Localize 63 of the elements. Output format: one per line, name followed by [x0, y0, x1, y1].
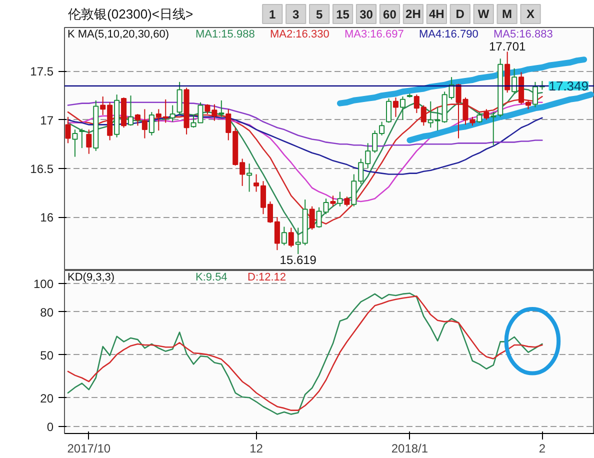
- candlestick: [484, 108, 490, 120]
- candlestick: [512, 68, 518, 94]
- text: MA5:16.883: [494, 28, 553, 40]
- text: 2H: [406, 7, 421, 21]
- candlestick: [246, 163, 252, 192]
- candlestick: [86, 129, 92, 154]
- candlestick: [170, 104, 176, 122]
- candlestick: [148, 112, 154, 136]
- candlestick: [400, 96, 406, 120]
- x-tick-label: 2: [538, 442, 546, 456]
- candlestick: [490, 112, 496, 146]
- candlestick: [65, 116, 71, 144]
- text: MA1:15.988: [196, 28, 255, 40]
- text: 3: [292, 8, 300, 22]
- candlestick: [392, 96, 399, 118]
- candlestick: [281, 226, 287, 246]
- text: K:9.54: [196, 271, 228, 284]
- text: D: [456, 7, 465, 21]
- text: MA2:16.330: [270, 28, 330, 40]
- text: 15: [336, 8, 350, 22]
- x-tick-label: 2018/1: [391, 442, 428, 456]
- candlestick: [476, 112, 482, 124]
- candlestick: [142, 108, 148, 139]
- text: MA4:16.790: [419, 28, 478, 40]
- candlestick: [386, 98, 392, 124]
- text: D:12.12: [248, 271, 286, 284]
- y-tick-label: 17: [40, 113, 54, 128]
- chart-title: 伦敦银(02300)<日线>: [68, 6, 194, 22]
- y-tick-label: 50: [40, 348, 54, 362]
- candlestick: [79, 128, 85, 149]
- candlestick: [288, 227, 294, 248]
- candlestick: [337, 191, 343, 207]
- candlestick: [330, 195, 336, 207]
- text: M: [502, 7, 512, 21]
- y-tick-label: 16: [40, 210, 54, 225]
- text: MA3:16.697: [344, 28, 404, 40]
- y-tick-label: 100: [33, 276, 54, 291]
- text: 1: [269, 8, 276, 22]
- y-tick-label: 17.5: [30, 64, 54, 79]
- candlestick: [176, 81, 182, 115]
- candlestick: [309, 206, 315, 230]
- y-tick-label: 0: [46, 420, 54, 434]
- x-tick-label: 2017/10: [67, 442, 111, 456]
- text: X: [526, 7, 535, 21]
- annotation: K MA(5,10,20,30,60): [68, 28, 170, 40]
- text: W: [478, 7, 490, 21]
- text: 60: [383, 8, 397, 22]
- text: 30: [360, 8, 374, 22]
- annotation: 17.701: [488, 40, 526, 54]
- candlestick: [72, 129, 78, 158]
- text: 5: [316, 8, 323, 22]
- x-tick-label: 12: [250, 442, 264, 456]
- y-tick-label: 16.5: [30, 162, 54, 176]
- y-tick-label: 20: [40, 391, 54, 406]
- ref-line-label: 17.349: [548, 78, 589, 94]
- y-tick-label: 80: [40, 305, 54, 320]
- candlestick: [218, 100, 224, 118]
- annotation: KD(9,3,3): [68, 271, 115, 284]
- candlestick: [344, 196, 350, 207]
- annotation: 15.619: [280, 253, 317, 268]
- text: 4H: [428, 7, 444, 21]
- candlestick: [134, 114, 140, 126]
- candlestick: [128, 95, 134, 126]
